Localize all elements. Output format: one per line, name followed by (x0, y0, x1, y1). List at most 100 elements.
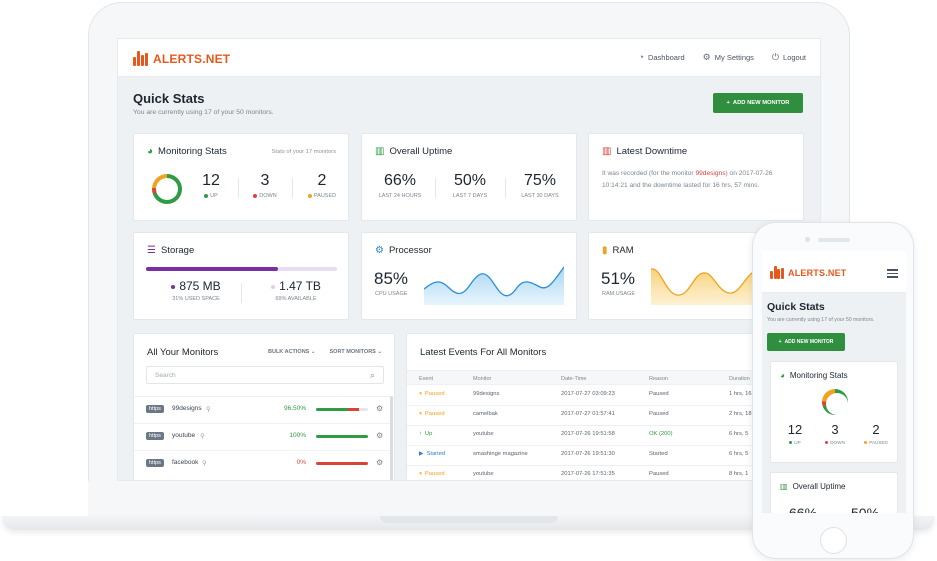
event-row[interactable]: ⏸ Paused youtube 2017-07-26 17:51:35 Paused 8… (407, 466, 817, 480)
downtime-monitor-link[interactable]: 99designs (695, 170, 726, 177)
mobile-add-monitor-label: ADD NEW MONITOR (784, 339, 834, 345)
monitor-name[interactable]: youtube (172, 432, 196, 439)
phone-home-button[interactable] (820, 527, 847, 554)
latest-events-title: Latest Events For All Monitors (420, 347, 547, 358)
event-row[interactable]: ⏸ Paused camelbak 2017-07-27 01:57:41 Paused… (407, 406, 817, 426)
add-new-monitor-label: ADD NEW MONITOR (732, 100, 790, 106)
event-reason: Paused (649, 391, 669, 397)
ram-usage-value: 51% (601, 269, 636, 288)
overall-uptime-card: ▥ Overall Uptime 66% LAST 24 HOURS 50% L… (361, 133, 577, 221)
link-icon[interactable]: ⚲ (200, 433, 205, 440)
add-new-monitor-button[interactable]: + ADD NEW MONITOR (713, 93, 803, 113)
up-dot-icon (789, 441, 793, 444)
event-monitor: 99designs (473, 391, 500, 397)
monitor-search-input[interactable]: Search ⌕ (146, 366, 384, 384)
mobile-status-donut (822, 389, 848, 415)
mobile-page-subtitle: You are currently using 17 of your 50 mo… (767, 317, 875, 323)
mobile-add-monitor-button[interactable]: + ADD NEW MONITOR (767, 333, 845, 351)
logo-bars-icon (133, 51, 148, 66)
protocol-badge: https (146, 432, 164, 440)
event-status: ↑ Up (419, 431, 433, 437)
stat-paused-value: 2 (317, 172, 327, 189)
monitor-settings-icon[interactable]: ⚙ (376, 404, 384, 413)
latest-downtime-card: ▥ Latest Downtime It was recorded (for t… (588, 133, 804, 221)
mobile-stats-title: Monitoring Stats (789, 371, 848, 380)
event-row[interactable]: ↑ Up youtube 2017-07-26 19:51:58 OK (200) 6 h… (407, 426, 817, 446)
circle-stats-icon: ◕ (780, 370, 785, 380)
mobile-logo[interactable]: ALERTS.NET (770, 266, 847, 279)
all-monitors-card: All Your Monitors BULK ACTIONS ⌄ SORT MO… (133, 333, 395, 480)
bulk-actions-dropdown[interactable]: BULK ACTIONS ⌄ (268, 349, 316, 355)
monitor-settings-icon[interactable]: ⚙ (376, 431, 384, 440)
event-status: ⏸ Paused (419, 471, 445, 477)
circle-stats-icon: ◕ (147, 145, 154, 157)
link-icon[interactable]: ⚲ (206, 406, 211, 413)
phone-camera (805, 237, 810, 242)
monitor-uptime-bar (316, 462, 368, 465)
page-subtitle: You are currently using 17 of your 50 mo… (133, 109, 274, 116)
bar-chart-down-icon: ▥ (602, 145, 612, 157)
event-monitor: camelbak (473, 411, 498, 417)
monitor-row[interactable]: https youtube ⚲ 100% ⚙ (134, 423, 390, 450)
col-monitor: Monitor (473, 376, 492, 382)
uptime-24h: 66% LAST 24 HOURS (370, 172, 430, 199)
storage-card: ☰ Storage 875 MB 31% USED SPACE 1.47 TB … (133, 232, 349, 320)
plus-icon: + (778, 339, 782, 345)
pause-icon: ⏸ (419, 471, 422, 477)
search-placeholder: Search (155, 372, 176, 379)
event-datetime: 2017-07-26 19:51:30 (561, 451, 615, 457)
nav-my-settings[interactable]: ⚙ My Settings (702, 52, 754, 63)
link-icon[interactable]: ⚲ (202, 460, 207, 467)
hamburger-menu-icon[interactable] (887, 269, 898, 280)
event-monitor: smashinge magazine (473, 451, 528, 457)
cpu-usage-value: 85% (374, 269, 409, 288)
protocol-badge: https (146, 459, 164, 467)
cpu-sparkline (424, 266, 564, 305)
mobile-stat-up: 12 UP (787, 422, 803, 445)
database-icon: ☰ (147, 244, 156, 256)
mobile-stat-paused: 2 PAUSED (857, 422, 895, 445)
paused-dot-icon (864, 441, 868, 444)
event-monitor: youtube (473, 471, 494, 477)
processor-card: ⚙ Processor 85% CPU USAGE (361, 232, 577, 320)
laptop-base (2, 516, 935, 530)
monitor-row[interactable]: https facebook ⚲ 0% ⚙ (134, 450, 390, 477)
mobile-page-title: Quick Stats (767, 301, 825, 313)
storage-available-label: 69% AVAILABLE (275, 296, 317, 302)
ram-title: RAM (612, 245, 634, 256)
memory-icon: ▮ (602, 244, 608, 256)
divider (505, 178, 506, 198)
nav-logout-label: Logout (783, 53, 806, 62)
event-datetime: 2017-07-26 17:51:35 (561, 471, 615, 477)
logo[interactable]: ALERTS.NET (133, 51, 230, 66)
divider (435, 178, 436, 198)
monitors-scrollbar[interactable] (390, 396, 393, 480)
stat-paused: 2 PAUSED (302, 172, 342, 199)
mobile-brand-name: ALERTS.NET (788, 267, 847, 278)
mobile-uptime-7d: 50% (851, 505, 880, 513)
gear-icon: ⚙ (702, 52, 711, 62)
mobile-overall-uptime-card: ▥ Overall Uptime 66% 50% (770, 472, 898, 513)
plus-icon: + (726, 100, 730, 106)
uptime-7d-label: LAST 7 DAYS (452, 193, 488, 199)
monitor-name[interactable]: 99designs (172, 405, 202, 412)
sort-monitors-dropdown[interactable]: SORT MONITORS ⌄ (329, 349, 383, 355)
nav-dashboard[interactable]: ◔ Dashboard (639, 53, 685, 63)
nav-settings-label: My Settings (714, 53, 754, 62)
search-icon[interactable]: ⌕ (369, 370, 375, 380)
chevron-down-icon: ⌄ (310, 349, 316, 355)
stat-down-value: 3 (260, 172, 270, 189)
uptime-30d-value: 75% (523, 172, 557, 189)
down-dot-icon (825, 441, 829, 444)
top-nav: ◔ Dashboard ⚙ My Settings ⏻ Logout (639, 52, 806, 63)
mobile-screen: ALERTS.NET Quick Stats You are currently… (762, 251, 906, 513)
nav-logout[interactable]: ⏻ Logout (772, 53, 806, 63)
event-reason: Started (649, 451, 668, 457)
event-row[interactable]: ⏸ Paused 99designs 2017-07-27 03:09:23 Pause… (407, 386, 817, 406)
monitor-uptime-bar (316, 408, 368, 411)
monitor-settings-icon[interactable]: ⚙ (376, 458, 384, 467)
protocol-badge: https (146, 405, 164, 413)
monitor-name[interactable]: facebook (172, 459, 199, 466)
event-row[interactable]: ▶ Started smashinge magazine 2017-07-26 19:… (407, 446, 817, 466)
monitor-row[interactable]: https 99designs ⚲ 96.50% ⚙ (134, 396, 390, 423)
